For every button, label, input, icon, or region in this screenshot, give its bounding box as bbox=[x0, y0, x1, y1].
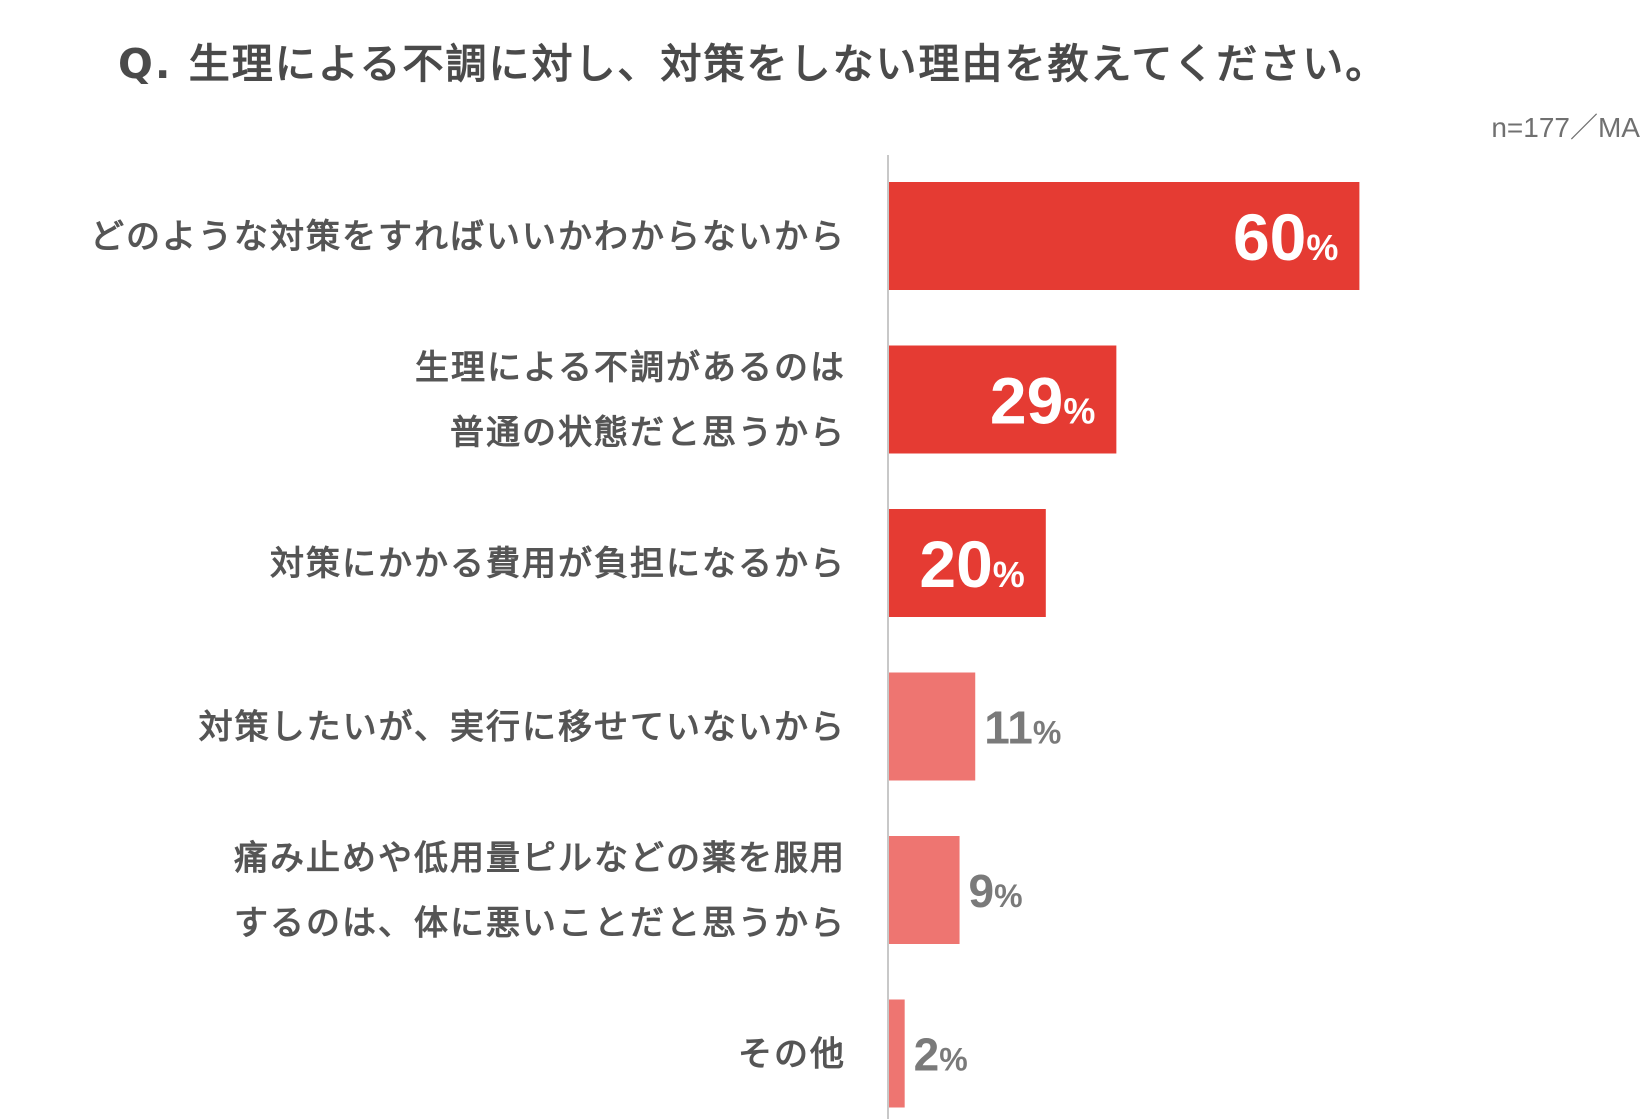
category-label-5-line-2: するのは、体に悪いことだと思うから bbox=[234, 904, 846, 944]
category-label-6-line-1: その他 bbox=[738, 1035, 846, 1075]
value-label-4: 11% bbox=[984, 702, 1061, 754]
category-label-4: 対策したいが、実行に移せていないから bbox=[199, 708, 846, 748]
value-unit-1: % bbox=[1306, 227, 1338, 268]
value-label-2: 29% bbox=[990, 364, 1095, 438]
value-number-1: 60 bbox=[1233, 200, 1306, 274]
category-label-3: 対策にかかる費用が負担になるから bbox=[270, 544, 846, 584]
category-label-1-line-1: どのような対策をすればいいかわからないから bbox=[90, 217, 846, 257]
value-unit-6: % bbox=[939, 1042, 967, 1078]
category-label-5: 痛み止めや低用量ピルなどの薬を服用するのは、体に悪いことだと思うから bbox=[234, 839, 846, 944]
bar-3 bbox=[889, 509, 1046, 617]
value-unit-3: % bbox=[993, 554, 1025, 595]
value-label-1: 60% bbox=[1233, 200, 1338, 274]
value-number-2: 29 bbox=[990, 364, 1063, 438]
category-label-3-line-1: 対策にかかる費用が負担になるから bbox=[270, 544, 846, 584]
bar-4 bbox=[889, 672, 976, 781]
value-number-6: 2 bbox=[914, 1029, 940, 1081]
category-label-5-line-1: 痛み止めや低用量ピルなどの薬を服用 bbox=[234, 839, 846, 879]
value-unit-4: % bbox=[1033, 715, 1061, 751]
category-label-1: どのような対策をすればいいかわからないから bbox=[90, 217, 846, 257]
bar-2 bbox=[889, 345, 1117, 454]
value-label-5: 9% bbox=[969, 865, 1023, 917]
value-unit-5: % bbox=[994, 878, 1022, 914]
bar-5 bbox=[889, 836, 960, 944]
category-label-6: その他 bbox=[738, 1035, 846, 1075]
value-number-5: 9 bbox=[969, 865, 995, 917]
value-number-3: 20 bbox=[919, 527, 992, 601]
value-label-6: 2% bbox=[914, 1029, 968, 1081]
value-label-3: 20% bbox=[919, 527, 1024, 601]
value-number-4: 11 bbox=[984, 702, 1033, 754]
sample-size-note: n=177／MA bbox=[1491, 112, 1640, 143]
bar-1 bbox=[889, 182, 1360, 290]
chart-title: Q. 生理による不調に対し、対策をしない理由を教えてください。 bbox=[118, 40, 1389, 88]
category-label-4-line-1: 対策したいが、実行に移せていないから bbox=[199, 708, 846, 748]
category-label-2: 生理による不調があるのは普通の状態だと思うから bbox=[415, 348, 846, 453]
bar-6 bbox=[889, 999, 905, 1108]
category-label-2-line-2: 普通の状態だと思うから bbox=[450, 413, 846, 453]
value-unit-2: % bbox=[1063, 391, 1095, 432]
category-label-2-line-1: 生理による不調があるのは bbox=[415, 348, 846, 388]
